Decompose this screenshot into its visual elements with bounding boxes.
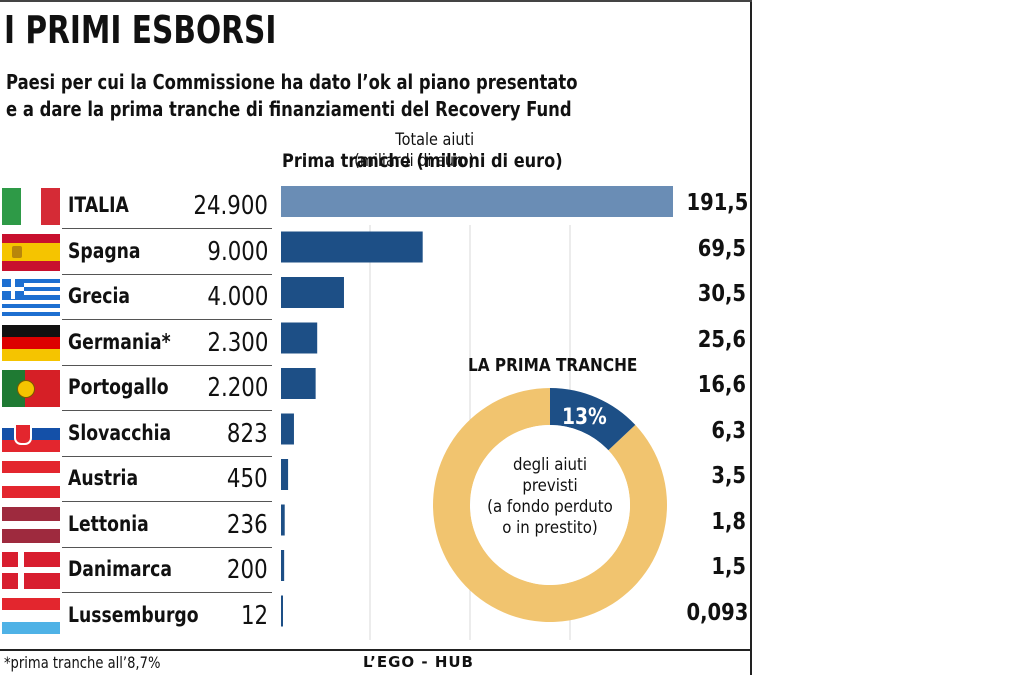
- infographic-panel: I PRIMI ESBORSI Paesi per cui la Commiss…: [0, 0, 752, 675]
- row-separator: [62, 410, 272, 411]
- country-row: Spagna 9.000 69,5: [0, 230, 746, 275]
- bar-portogallo: [281, 368, 316, 399]
- country-name: Lussemburgo: [68, 602, 199, 627]
- credit: L’EGO - HUB: [363, 653, 474, 671]
- country-row: Lettonia 236 1,8: [0, 503, 746, 548]
- total-aid-value: 3,5: [711, 463, 746, 489]
- subtitle-line-1: Paesi per cui la Commissione ha dato l’o…: [6, 70, 578, 94]
- total-aid-value: 1,8: [711, 508, 746, 535]
- first-tranche-value-label: 450: [227, 464, 268, 494]
- row-separator: [62, 546, 272, 548]
- country-name: Grecia: [68, 284, 131, 308]
- germany-flag-icon: [2, 324, 60, 362]
- first-tranche-value-label: 823: [227, 418, 268, 449]
- donut-title: LA PRIMA TRANCHE: [468, 355, 638, 376]
- bar-slovacchia: [281, 413, 294, 445]
- total-aid-header-line-1: Totale aiuti: [395, 130, 474, 150]
- donut-rest-slice: [433, 388, 667, 623]
- luxembourg-flag-icon: [2, 597, 60, 635]
- donut-caption-line-3: (a fondo perduto: [487, 497, 613, 517]
- first-tranche-value-label: 2.300: [206, 327, 268, 358]
- total-aid-value: 0,093: [686, 599, 749, 626]
- total-aid-value: 30,5: [697, 281, 746, 307]
- denmark-flag-icon: [2, 552, 60, 589]
- country-row: Slovacchia 823 6,3: [0, 412, 746, 457]
- italy-flag-icon: [2, 188, 60, 225]
- donut-percent-label: 13%: [562, 405, 607, 430]
- bottom-rule: [0, 649, 752, 651]
- page-title: I PRIMI ESBORSI: [4, 8, 277, 52]
- first-tranche-value-label: 4.000: [206, 282, 268, 312]
- donut-caption: degli aiuti previsti (a fondo perduto o …: [480, 455, 621, 539]
- total-aid-value: 25,6: [697, 326, 746, 353]
- country-row: ITALIA 24.900 191,5: [0, 184, 748, 229]
- total-aid-value: 191,5: [686, 190, 749, 216]
- first-tranche-header: Prima tranche (milioni di euro): [282, 150, 563, 172]
- row-separator: [62, 501, 272, 502]
- row-separator: [62, 592, 272, 593]
- bar-lettonia: [281, 504, 285, 536]
- bar-italia: [281, 186, 673, 217]
- total-aid-header-line-2: (miliardi di euro): [353, 151, 474, 171]
- first-tranche-value-label: 24.900: [193, 191, 268, 221]
- bar-lussemburgo: [281, 595, 283, 627]
- greece-flag-icon: [2, 279, 60, 316]
- austria-flag-icon: [2, 461, 60, 498]
- country-name: Danimarca: [68, 557, 172, 581]
- spain-flag-icon: [2, 233, 60, 271]
- donut-caption-line-4: o in prestito): [502, 518, 598, 538]
- country-name: Austria: [68, 466, 139, 490]
- country-name: ITALIA: [68, 193, 129, 217]
- total-aid-header: Totale aiuti (miliardi di euro): [354, 130, 474, 172]
- donut-caption-line-1: degli aiuti: [512, 455, 588, 475]
- total-aid-value: 1,5: [711, 554, 746, 580]
- country-row: Danimarca 200 1,5: [0, 548, 746, 593]
- footnote: *prima tranche all’8,7%: [4, 653, 161, 672]
- portugal-flag-icon: [2, 370, 60, 407]
- first-tranche-value-label: 12: [240, 600, 268, 631]
- total-aid-value: 6,3: [711, 417, 746, 444]
- row-separator: [62, 455, 272, 457]
- donut-first-tranche-slice: [550, 388, 636, 451]
- donut-hole: [470, 425, 630, 585]
- country-name: Slovacchia: [68, 420, 172, 445]
- total-aid-value: 69,5: [697, 235, 746, 262]
- bar-austria: [281, 459, 289, 490]
- subtitle-line-2: e a dare la prima tranche di finanziamen…: [6, 97, 572, 121]
- row-separator: [62, 319, 272, 320]
- donut-caption-line-2: previsti: [522, 476, 578, 496]
- first-tranche-value-label: 236: [227, 509, 268, 540]
- row-separator: [62, 228, 272, 229]
- first-tranche-value-label: 200: [227, 555, 268, 585]
- country-name: Lettonia: [68, 511, 149, 536]
- top-rule: [0, 0, 752, 2]
- first-tranche-value-label: 9.000: [206, 236, 268, 267]
- first-tranche-value-label: 2.200: [206, 373, 268, 403]
- row-separator: [62, 273, 272, 275]
- slovakia-flag-icon: [2, 415, 60, 453]
- row-separator: [62, 364, 272, 366]
- country-name: Germania*: [68, 329, 171, 354]
- total-aid-value: 16,6: [697, 372, 746, 398]
- bar-grecia: [281, 277, 344, 308]
- latvia-flag-icon: [2, 506, 60, 544]
- bar-danimarca: [281, 550, 285, 581]
- country-name: Spagna: [68, 238, 141, 263]
- country-name: Portogallo: [68, 375, 169, 399]
- bar-chart: [281, 186, 673, 640]
- bar-germania: [281, 322, 318, 354]
- country-row: Germania* 2.300 25,6: [0, 321, 746, 366]
- bar-spagna: [281, 231, 423, 263]
- country-row: Lussemburgo 12 0,093: [0, 594, 748, 639]
- country-row: Austria 450 3,5: [0, 457, 746, 502]
- country-row: Portogallo 2.200 16,6: [0, 366, 746, 411]
- country-row: Grecia 4.000 30,5: [0, 275, 746, 320]
